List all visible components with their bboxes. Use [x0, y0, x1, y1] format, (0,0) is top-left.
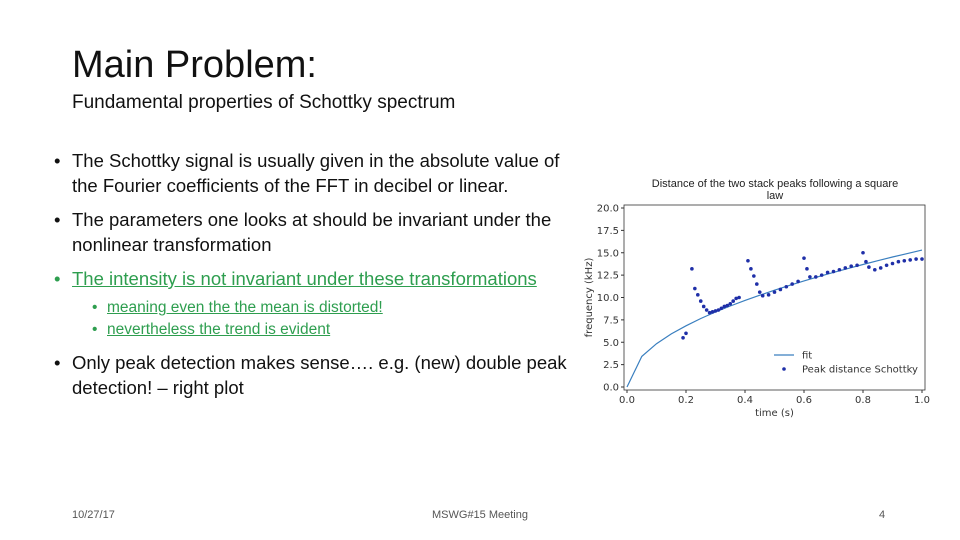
- bullet-text: The Schottky signal is usually given in …: [72, 150, 560, 196]
- data-point: [725, 303, 730, 308]
- data-point: [849, 264, 853, 268]
- data-point: [831, 269, 836, 274]
- legend-swatch: [782, 367, 786, 371]
- footer-date: 10/27/17: [72, 509, 115, 521]
- bullet: The Schottky signal is usually given in …: [52, 148, 572, 198]
- data-point: [731, 299, 735, 303]
- y-tick-label: 5.0: [603, 338, 619, 349]
- x-tick-label: 0.6: [796, 395, 812, 406]
- y-tick-label: 7.5: [603, 315, 619, 326]
- data-point: [864, 259, 868, 264]
- data-point: [843, 266, 848, 270]
- data-point: [784, 284, 789, 289]
- legend-label: fit: [802, 351, 812, 362]
- data-point: [867, 265, 871, 269]
- data-point: [861, 250, 865, 255]
- data-point: [878, 266, 883, 270]
- data-point: [710, 310, 715, 314]
- x-tick-label: 1.0: [914, 395, 930, 406]
- data-point: [719, 306, 724, 311]
- data-point: [752, 274, 756, 278]
- legend-label: Peak distance Schottky: [802, 365, 918, 376]
- data-point: [884, 263, 889, 268]
- y-tick-label: 0.0: [603, 383, 619, 394]
- data-point: [728, 301, 733, 306]
- data-point: [757, 290, 762, 294]
- bullet: The intensity is not invariant under the…: [52, 266, 572, 341]
- data-point: [716, 308, 721, 312]
- bullet: Only peak detection makes sense…. e.g. (…: [52, 350, 572, 400]
- data-point: [920, 257, 924, 261]
- bullet-text: The intensity is not invariant under the…: [72, 268, 537, 289]
- bullet: The parameters one looks at should be in…: [52, 207, 572, 257]
- y-axis-label: frequency (kHz): [584, 258, 595, 338]
- data-point: [707, 310, 712, 315]
- x-tick-label: 0.2: [678, 395, 694, 406]
- data-point: [693, 286, 697, 291]
- bullet-text: Only peak detection makes sense…. e.g. (…: [72, 352, 567, 398]
- y-tick-label: 15.0: [597, 248, 619, 259]
- data-point: [704, 308, 709, 312]
- data-point: [778, 287, 783, 292]
- fit-line: [626, 249, 923, 388]
- data-point: [890, 261, 895, 266]
- data-point: [722, 304, 727, 309]
- footer-event: MSWG#15 Meeting: [432, 509, 528, 521]
- chart-title: Distance of the two stack peaks followin…: [651, 178, 899, 202]
- bullet-text: The parameters one looks at should be in…: [72, 209, 552, 255]
- bullet-list: The Schottky signal is usually given in …: [52, 148, 572, 409]
- data-point: [690, 267, 694, 271]
- x-tick-label: 0.8: [855, 395, 871, 406]
- data-point: [805, 267, 809, 271]
- data-point: [902, 259, 907, 263]
- data-point: [855, 263, 859, 268]
- data-point: [746, 259, 750, 263]
- data-point: [681, 335, 685, 340]
- x-tick-label: 0.0: [619, 395, 635, 406]
- slide-subtitle: Fundamental properties of Schottky spect…: [72, 92, 456, 113]
- sub-bullet: nevertheless the trend is evident: [72, 319, 572, 341]
- sub-bullet-text: nevertheless the trend is evident: [107, 321, 331, 338]
- data-point: [734, 296, 738, 301]
- y-tick-label: 10.0: [597, 293, 619, 304]
- data-point: [760, 293, 765, 298]
- plot-frame: [623, 204, 926, 391]
- data-point: [819, 273, 824, 277]
- y-tick-label: 20.0: [597, 204, 619, 215]
- sub-bullet: meaning even the the mean is distorted!: [72, 297, 572, 319]
- y-tick-label: 2.5: [603, 360, 619, 371]
- data-point: [837, 267, 842, 272]
- x-tick-label: 0.4: [737, 395, 753, 406]
- y-tick-label: 12.5: [597, 271, 619, 282]
- x-axis-label: time (s): [755, 408, 794, 419]
- data-point: [701, 304, 706, 309]
- data-point: [796, 279, 800, 284]
- data-point: [749, 267, 753, 271]
- data-point: [790, 282, 794, 286]
- data-point: [696, 293, 700, 297]
- data-point: [802, 256, 806, 260]
- data-point: [766, 293, 771, 297]
- data-point: [908, 258, 912, 262]
- data-point: [684, 331, 688, 336]
- slide-title: Main Problem:: [72, 44, 317, 86]
- footer-page: 4: [879, 509, 886, 521]
- data-point: [698, 299, 703, 303]
- y-tick-label: 17.5: [597, 226, 619, 237]
- sub-bullet-text: meaning even the the mean is distorted!: [107, 299, 383, 316]
- data-point: [737, 295, 741, 300]
- data-point: [814, 275, 818, 279]
- data-point: [755, 282, 759, 286]
- data-point: [873, 267, 877, 272]
- data-point: [825, 270, 830, 275]
- data-point: [713, 309, 718, 313]
- chart: 0.0 2.5 5.0 7.5 10.0 12.5 15.0 17.5 20.0 0.0 0.2 0.…: [584, 204, 930, 420]
- data-point: [808, 275, 812, 279]
- data-point: [914, 257, 918, 261]
- data-point: [772, 290, 777, 294]
- data-point: [896, 259, 901, 264]
